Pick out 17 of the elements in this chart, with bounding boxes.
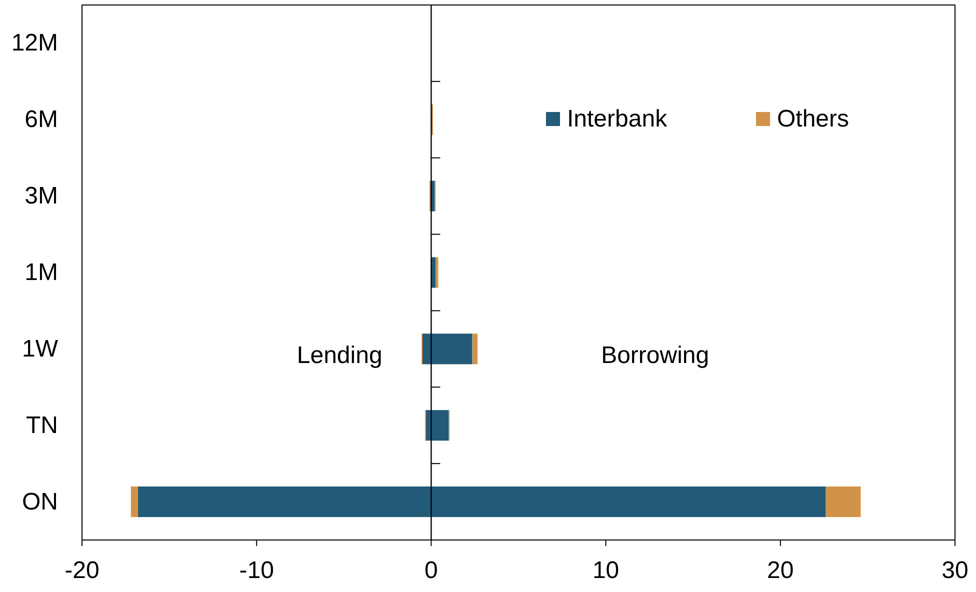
x-tick-label: 30 (942, 557, 968, 584)
y-tick-label: 12M (11, 30, 58, 57)
annotation: Borrowing (601, 342, 710, 369)
y-tick-label: 1M (24, 259, 58, 286)
y-tick-label: TN (26, 412, 58, 439)
x-tick-label: -10 (239, 557, 274, 584)
y-tick-label: 6M (24, 106, 58, 134)
legend-label: Interbank (567, 106, 668, 132)
annotation: Lending (296, 342, 382, 369)
y-tick-label: ON (22, 488, 58, 516)
legend-label: Others (777, 106, 850, 132)
x-tick-label: 10 (592, 557, 620, 584)
y-tick-label: 1W (22, 335, 58, 362)
y-tick-label: 3M (24, 182, 58, 210)
x-tick-label: -20 (64, 557, 100, 584)
x-tick-label: 0 (424, 557, 438, 584)
x-tick-label: 20 (767, 557, 794, 584)
